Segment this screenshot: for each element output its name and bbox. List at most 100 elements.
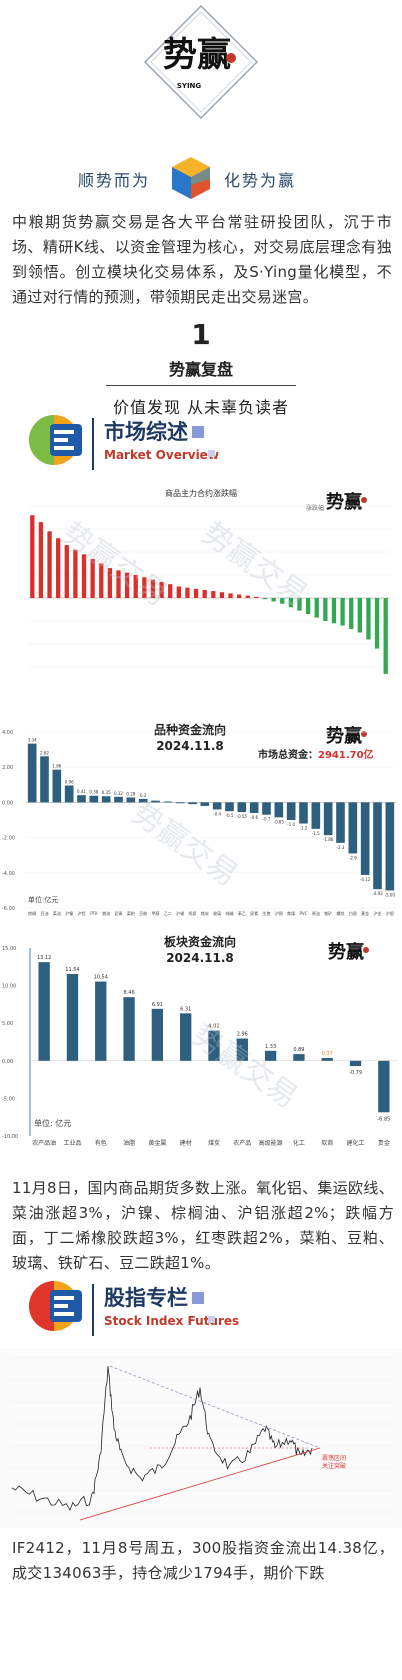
chart1-bar [73, 549, 78, 598]
chart2-bar [64, 785, 74, 803]
support-line [79, 1447, 321, 1521]
chart1-bar [202, 589, 207, 598]
chart2-cat: 沪镍 [65, 910, 73, 916]
slogan-left: 顺势而为 [78, 171, 151, 190]
chart2-bar [40, 756, 49, 803]
chart3-label: -6.85 [377, 1116, 390, 1122]
chart-logo: 势赢 [326, 725, 367, 747]
chart2-bar [385, 802, 395, 891]
if-price-chart: 震荡区间 关注突破 [0, 1348, 402, 1528]
chart2-bar [163, 801, 173, 803]
chart1-bar [305, 598, 311, 615]
chart1-bar [340, 598, 345, 626]
chart3-bar [236, 1038, 248, 1061]
chart1-bar [133, 575, 138, 598]
chart1-bar [280, 598, 285, 604]
chart2-bar [348, 802, 358, 854]
logo-text: 势赢 [163, 35, 231, 75]
chart1-bar [99, 563, 104, 598]
stock-icon [29, 1281, 82, 1331]
chart2-label: -0.85 [274, 819, 285, 824]
chart3-bar [180, 1013, 192, 1061]
chart2-label: -4.93 [372, 891, 383, 896]
stock-index-paragraph: IF2412，11月8号周五，300股指资金流出14.38亿，成交134063手… [12, 1539, 394, 1582]
chart1-title: 商品主力合约涨跌幅 [165, 488, 237, 498]
chart3-bar [95, 981, 107, 1061]
annot-1: 震荡区间 [322, 1454, 346, 1462]
chart2-cat: 沪铜 [275, 910, 283, 916]
chart3-cat: 黄金属 [148, 1139, 166, 1147]
chart1-bar [366, 598, 371, 640]
chart2-cat: 焦炭 [201, 910, 209, 916]
chart1-bar [168, 584, 173, 598]
chart2-bar [249, 802, 259, 813]
chart3-label: 11.54 [65, 967, 79, 973]
chart2-cat: 焦煤 [287, 910, 295, 916]
chart3-cat: 建材 [180, 1139, 192, 1147]
chart1-bar [64, 545, 69, 598]
chart2-label: -1.0 [287, 822, 295, 827]
chart3-ytick: -5.00 [2, 1096, 15, 1102]
chart1-legend: 涨跌幅 [306, 504, 324, 512]
chart2-bar [77, 795, 86, 803]
chart3-label: 6.91 [152, 1002, 163, 1008]
chart3-label: 10.54 [94, 975, 108, 981]
chart3-bar [38, 962, 50, 1061]
chart3-ytick: 0.00 [2, 1059, 13, 1065]
chart1-bar [176, 586, 181, 598]
chart1-bar [271, 598, 276, 602]
chart3-ytick: 10.00 [2, 984, 16, 990]
chart2-cat: 生猪 [263, 910, 271, 916]
chart2-label: -1.86 [323, 837, 334, 842]
chart3-ytick: 5.00 [2, 1021, 13, 1027]
chart1-bar [383, 598, 388, 674]
market-overview-header: 市场综述 Market Overview [28, 410, 388, 480]
chart1-bar [124, 572, 130, 598]
stock-en: Stock Index Futures [104, 1314, 240, 1328]
chart1-bar [116, 570, 121, 598]
chart3-label: 2.96 [237, 1032, 248, 1038]
chart1-bar [374, 598, 380, 649]
chart2-bar [323, 802, 333, 836]
chart1-bar [237, 594, 242, 598]
chart3-title: 板块资金流向 [164, 934, 236, 949]
chart2-bar [299, 802, 308, 824]
chart2-label: -0.6 [250, 815, 258, 820]
chart2-ytick: 2.00 [2, 765, 13, 771]
chart1-bar [331, 598, 337, 624]
chart1-bar [219, 592, 225, 598]
chart2-cat: 沪铝 [78, 910, 86, 916]
cube-icon [172, 157, 210, 199]
sector-fund-flow-chart: 板块资金流向 2024.11.8 势赢 15.00 10.00 5.00 0.00 -5.00… [0, 930, 402, 1150]
chart2-bar [262, 802, 271, 815]
brand-logo: 势赢 SYING [139, 0, 263, 124]
chart1-bar [314, 598, 319, 618]
chart2-label: 0.28 [126, 791, 135, 796]
chart2-cat: 螺纹 [337, 910, 345, 916]
chart3-cat: 高级能源 [259, 1139, 283, 1147]
chart2-cat: 燃油 [102, 910, 110, 916]
chart3-bar [349, 1060, 362, 1067]
chart1-bar [159, 581, 164, 598]
chart3-label: 4.01 [208, 1024, 219, 1030]
chart2-label: 0.32 [114, 791, 123, 796]
chart2-bar [114, 796, 123, 803]
chart2-cat: 原油 [312, 910, 320, 916]
chart1-bar [254, 596, 259, 598]
chart1-bar [245, 595, 250, 598]
chart2-bar [200, 802, 210, 806]
chart3-label: -0.79 [349, 1070, 362, 1076]
chart1-bar [228, 593, 233, 598]
chart3-bar [378, 1060, 390, 1113]
market-en: Market Overview [104, 448, 219, 462]
chart2-label: 1.86 [52, 764, 61, 769]
section-title: 势赢复盘 [168, 360, 233, 379]
chart2-cat: 沥青 [115, 910, 123, 916]
chart1-bar [262, 598, 268, 600]
chart1-bar [297, 598, 302, 611]
chart2-bar [138, 798, 148, 803]
slogan-right: 化势为赢 [224, 171, 297, 190]
chart3-date: 2024.11.8 [166, 951, 234, 965]
chart2-label: 3.34 [28, 738, 37, 743]
chart1-bar [193, 588, 199, 598]
